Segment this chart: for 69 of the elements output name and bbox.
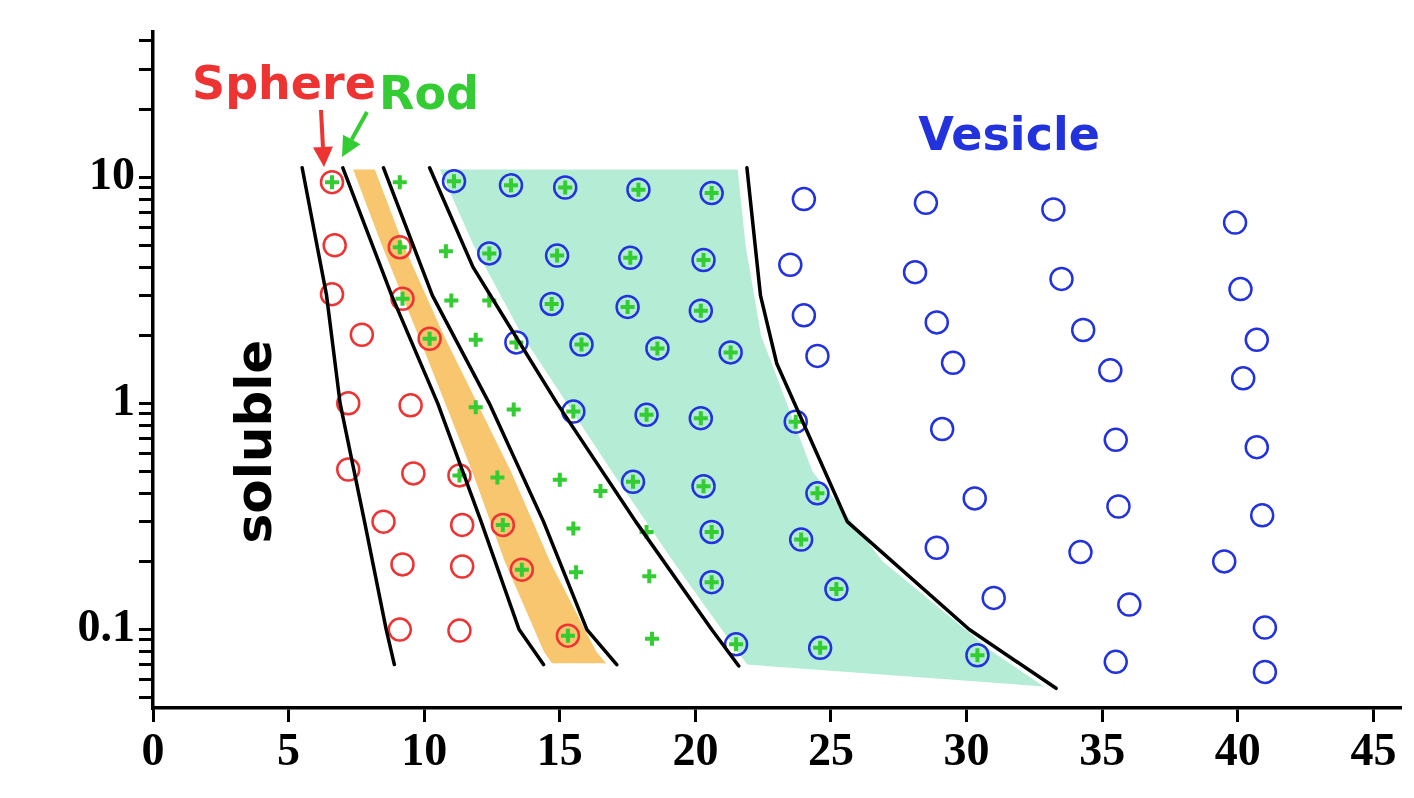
x-tick-label: 10 xyxy=(401,724,448,776)
point xyxy=(567,563,586,582)
x-tick-label: 45 xyxy=(1350,724,1397,776)
y-tick-label: 10 xyxy=(89,148,135,200)
point xyxy=(1211,549,1237,574)
point xyxy=(447,618,472,643)
point xyxy=(349,322,375,348)
point xyxy=(1103,649,1128,675)
point xyxy=(1222,210,1248,235)
point xyxy=(1041,197,1066,222)
series-label: Vesicle xyxy=(918,107,1100,162)
point xyxy=(1106,494,1131,519)
x-tick-label: 25 xyxy=(807,724,854,776)
point xyxy=(550,470,569,489)
series-label: Sphere xyxy=(192,56,376,111)
point xyxy=(390,552,415,577)
point xyxy=(805,343,830,369)
point xyxy=(504,400,523,419)
point xyxy=(466,330,485,349)
point xyxy=(387,617,413,642)
point xyxy=(1103,427,1128,453)
point xyxy=(1252,615,1278,640)
point xyxy=(940,350,966,376)
x-tick-label: 40 xyxy=(1214,724,1261,776)
point xyxy=(371,509,396,534)
point xyxy=(1244,434,1270,460)
x-tick-label: 30 xyxy=(943,724,990,776)
point xyxy=(1230,366,1256,391)
point xyxy=(1049,266,1074,292)
point xyxy=(1070,317,1096,343)
point xyxy=(778,252,803,277)
y-tick-label: 0.1 xyxy=(77,600,135,652)
point xyxy=(924,310,950,335)
point xyxy=(398,393,423,418)
y-tick-label: 1 xyxy=(112,374,135,426)
x-tick-label: 15 xyxy=(536,724,583,776)
point xyxy=(1228,276,1253,302)
point xyxy=(643,629,661,648)
point xyxy=(322,232,347,258)
point xyxy=(390,173,409,192)
point xyxy=(564,519,583,538)
point xyxy=(962,486,987,511)
point xyxy=(1249,503,1275,528)
x-tick-label: 20 xyxy=(672,724,719,776)
point xyxy=(466,398,485,417)
point xyxy=(640,567,659,586)
point xyxy=(442,291,461,310)
point xyxy=(449,554,475,579)
point xyxy=(902,259,928,285)
point xyxy=(981,585,1006,611)
point xyxy=(1252,659,1278,685)
annotation: soluble xyxy=(224,339,283,544)
point xyxy=(449,512,475,538)
x-tick-label: 35 xyxy=(1079,724,1126,776)
point xyxy=(1068,539,1093,565)
point xyxy=(1244,327,1270,353)
point xyxy=(791,186,817,212)
point xyxy=(1117,592,1142,617)
point xyxy=(913,190,939,216)
point xyxy=(929,416,955,442)
series-label: Rod xyxy=(379,66,479,121)
point xyxy=(401,461,426,486)
point xyxy=(1098,358,1123,383)
x-tick-label: 5 xyxy=(277,724,301,776)
point xyxy=(791,303,817,328)
point xyxy=(924,535,950,560)
x-tick-label: 0 xyxy=(141,724,165,776)
point xyxy=(488,468,507,487)
point xyxy=(436,242,455,261)
